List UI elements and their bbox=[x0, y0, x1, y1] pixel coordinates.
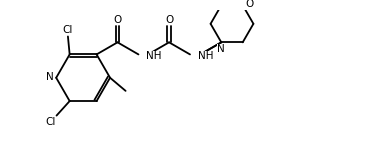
Text: Cl: Cl bbox=[45, 117, 56, 127]
Text: N: N bbox=[217, 44, 225, 54]
Text: NH: NH bbox=[198, 51, 213, 61]
Text: NH: NH bbox=[146, 51, 162, 61]
Text: N: N bbox=[46, 72, 54, 82]
Text: O: O bbox=[165, 15, 173, 25]
Text: Cl: Cl bbox=[63, 25, 73, 35]
Text: O: O bbox=[245, 0, 254, 9]
Text: O: O bbox=[113, 15, 122, 25]
